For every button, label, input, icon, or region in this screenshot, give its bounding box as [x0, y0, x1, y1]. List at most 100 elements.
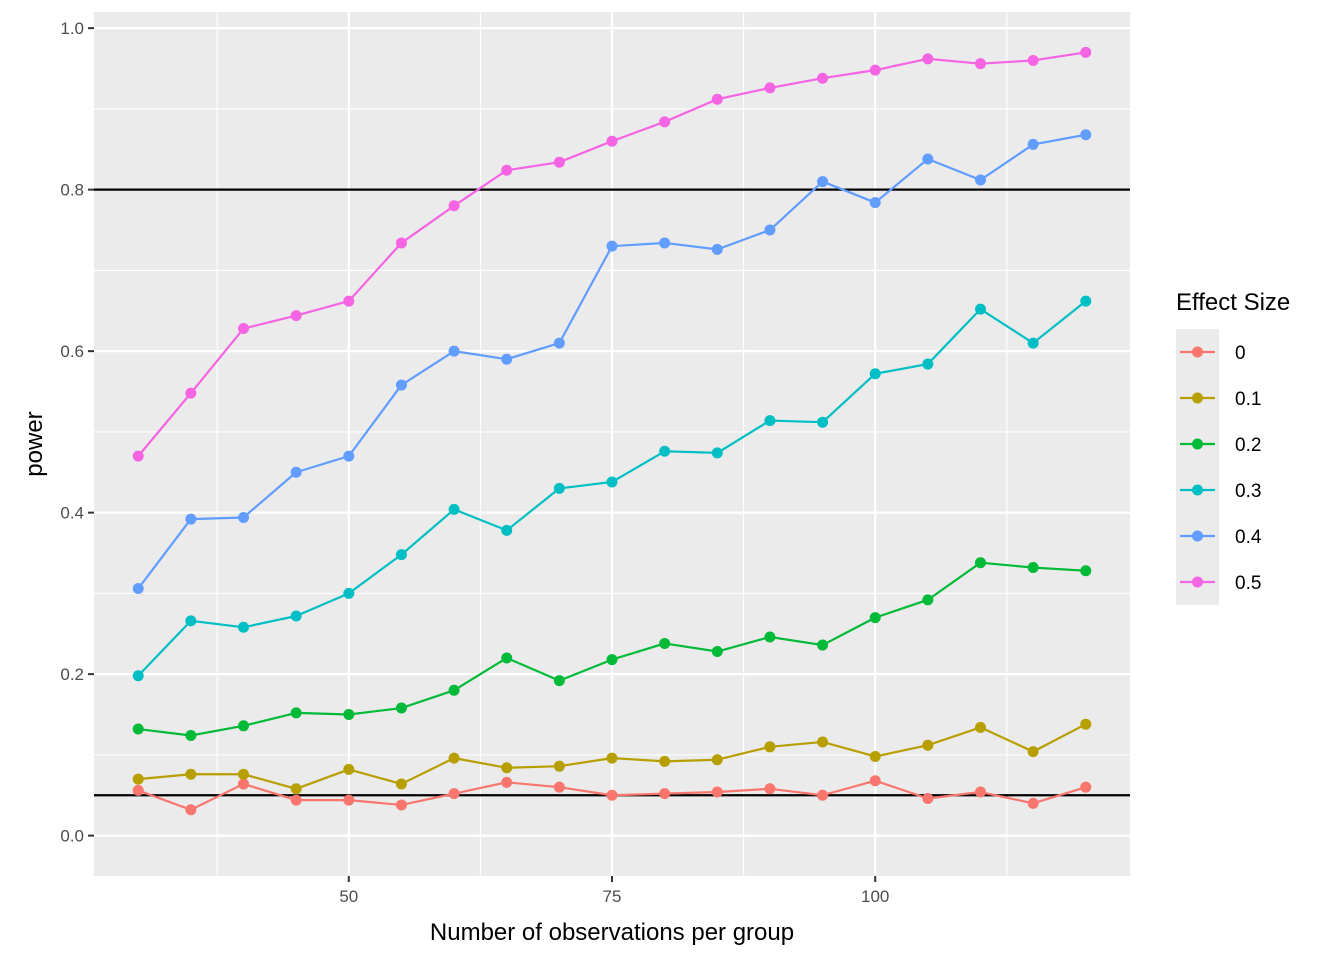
data-point-1-15: [922, 739, 934, 751]
data-point-5-15: [922, 53, 934, 65]
data-point-0-13: [817, 789, 829, 801]
data-point-1-2: [238, 768, 250, 780]
legend-key-point: [1192, 346, 1203, 358]
data-point-3-3: [290, 610, 302, 622]
data-point-0-7: [501, 776, 513, 788]
data-point-4-8: [553, 337, 565, 349]
data-point-1-9: [606, 752, 618, 764]
data-point-5-10: [659, 116, 671, 128]
data-point-3-6: [448, 503, 460, 515]
data-point-2-0: [132, 723, 144, 735]
data-point-4-5: [395, 379, 407, 391]
legend: Effect Size 0 0.1 0.2 0.3 0.4 0.5: [1176, 289, 1290, 605]
data-point-4-14: [869, 197, 881, 209]
data-point-2-16: [974, 557, 986, 569]
legend-item: 0.3: [1176, 467, 1261, 513]
data-point-5-12: [764, 82, 776, 94]
legend-item: 0.2: [1176, 421, 1261, 467]
y-tick-label: 0.8: [60, 181, 84, 200]
x-tick-label: 100: [861, 887, 889, 906]
y-tick-label: 0.6: [60, 342, 84, 361]
data-point-4-17: [1027, 138, 1039, 150]
data-point-1-5: [395, 778, 407, 790]
major-gridlines: [94, 12, 1130, 876]
data-point-2-11: [711, 646, 723, 658]
data-point-1-7: [501, 762, 513, 774]
data-point-2-14: [869, 612, 881, 624]
series-points: [132, 46, 1092, 816]
data-point-1-16: [974, 721, 986, 733]
data-point-3-10: [659, 445, 671, 457]
data-point-5-4: [343, 295, 355, 307]
data-point-2-2: [238, 720, 250, 732]
data-point-4-12: [764, 224, 776, 236]
data-point-4-7: [501, 353, 513, 365]
data-point-0-9: [606, 789, 618, 801]
data-point-3-14: [869, 368, 881, 380]
data-point-4-18: [1080, 129, 1092, 141]
data-point-2-17: [1027, 562, 1039, 574]
data-point-2-8: [553, 675, 565, 687]
data-point-0-17: [1027, 797, 1039, 809]
y-tick-label: 0.0: [60, 827, 84, 846]
data-point-5-3: [290, 310, 302, 322]
data-point-5-7: [501, 164, 513, 176]
data-point-2-10: [659, 637, 671, 649]
y-tick-label: 0.2: [60, 665, 84, 684]
legend-key-point: [1192, 438, 1203, 450]
data-point-5-5: [395, 237, 407, 249]
data-point-5-11: [711, 93, 723, 105]
x-tick-label: 50: [339, 887, 358, 906]
data-point-4-4: [343, 450, 355, 462]
data-point-0-1: [185, 804, 197, 816]
data-point-1-11: [711, 754, 723, 766]
legend-item: 0.4: [1176, 513, 1262, 559]
data-point-5-1: [185, 387, 197, 399]
data-point-3-11: [711, 447, 723, 459]
legend-label: 0.1: [1235, 389, 1261, 410]
data-point-1-8: [553, 760, 565, 772]
data-point-5-8: [553, 156, 565, 168]
data-point-4-16: [974, 174, 986, 186]
data-point-3-1: [185, 615, 197, 627]
data-point-1-0: [132, 773, 144, 785]
data-point-3-13: [817, 416, 829, 428]
legend-key-point: [1192, 484, 1203, 496]
legend-title: Effect Size: [1176, 289, 1290, 316]
x-axis: 50 75 100: [339, 876, 889, 906]
legend-item: 0.5: [1176, 559, 1261, 605]
data-point-4-3: [290, 466, 302, 478]
data-point-0-14: [869, 775, 881, 787]
data-point-0-2: [238, 778, 250, 790]
x-axis-title: Number of observations per group: [430, 919, 794, 946]
data-point-3-0: [132, 670, 144, 682]
legend-label: 0: [1235, 343, 1246, 364]
data-point-0-12: [764, 783, 776, 795]
data-point-4-1: [185, 513, 197, 525]
data-point-2-7: [501, 652, 513, 664]
data-point-2-15: [922, 594, 934, 606]
data-point-3-2: [238, 621, 250, 633]
data-point-5-6: [448, 200, 460, 212]
data-point-4-13: [817, 176, 829, 188]
data-point-0-6: [448, 788, 460, 800]
data-point-4-6: [448, 345, 460, 357]
legend-item: 0.1: [1176, 375, 1261, 421]
data-point-5-13: [817, 72, 829, 84]
y-tick-label: 1.0: [60, 19, 84, 38]
data-point-4-0: [132, 583, 144, 595]
data-point-5-2: [238, 323, 250, 335]
legend-label: 0.2: [1235, 435, 1261, 456]
data-point-3-17: [1027, 337, 1039, 349]
data-point-2-6: [448, 684, 460, 696]
data-point-1-1: [185, 768, 197, 780]
data-point-2-12: [764, 631, 776, 643]
data-point-4-2: [238, 511, 250, 523]
x-tick-label: 75: [603, 887, 622, 906]
data-point-5-14: [869, 64, 881, 76]
data-point-1-4: [343, 763, 355, 775]
data-point-3-5: [395, 549, 407, 561]
data-point-3-18: [1080, 295, 1092, 307]
y-axis: 0.0 0.2 0.4 0.6 0.8 1.0: [60, 19, 94, 846]
data-point-5-18: [1080, 46, 1092, 58]
